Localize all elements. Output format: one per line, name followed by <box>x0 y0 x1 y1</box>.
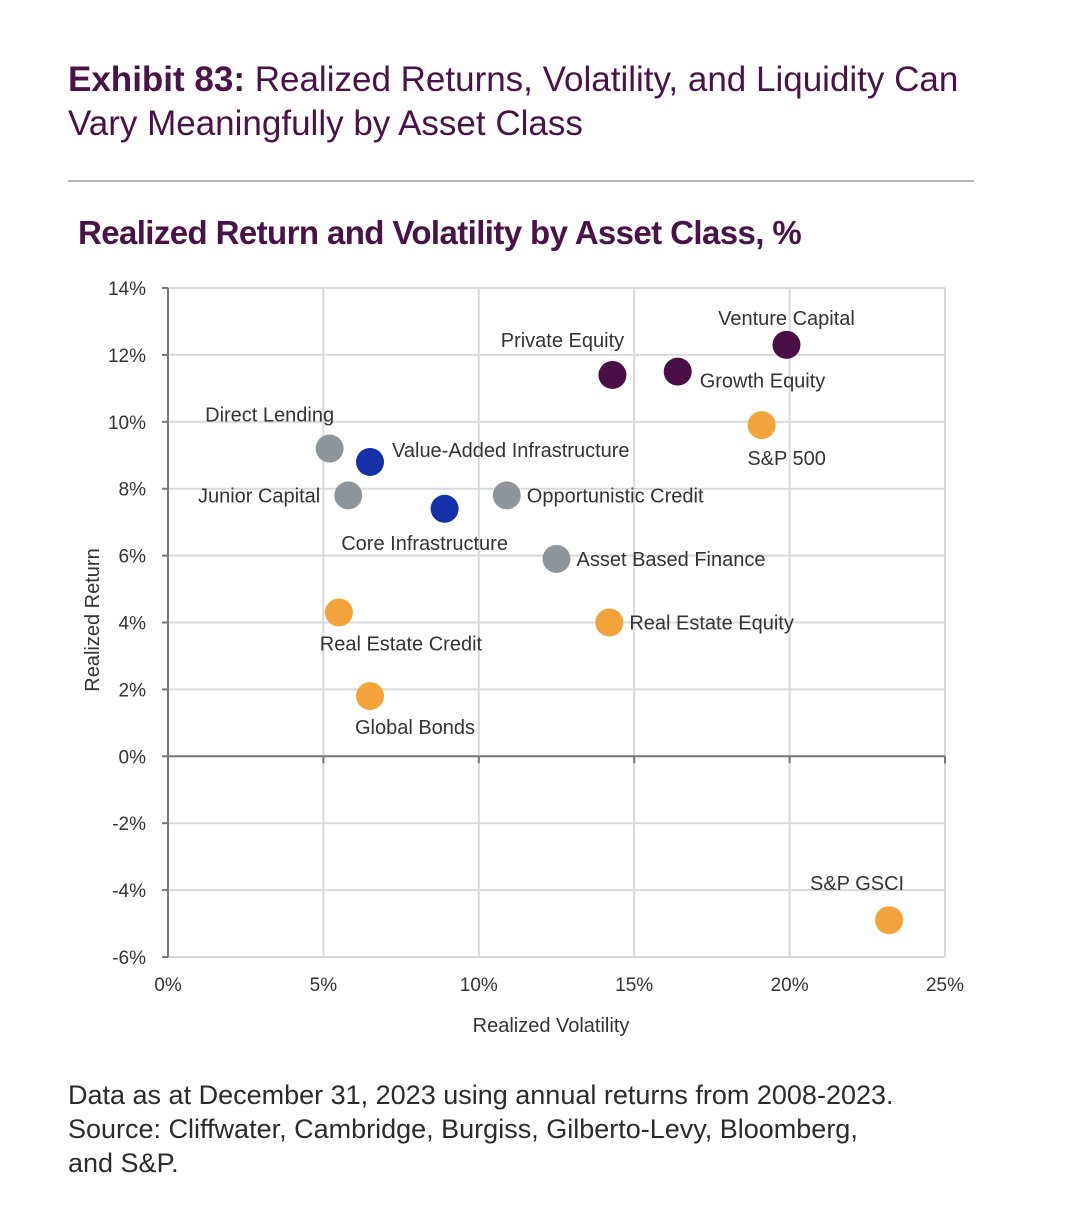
point-core-infrastructure <box>430 494 459 523</box>
divider <box>68 180 974 182</box>
point-asset-based-finance <box>542 544 571 573</box>
point-junior-capital <box>334 481 363 510</box>
point-private-equity <box>598 360 627 389</box>
label-opportunistic-credit: Opportunistic Credit <box>527 485 704 507</box>
label-core-infrastructure: Core Infrastructure <box>341 533 508 555</box>
x-tick-label: 15% <box>615 975 653 996</box>
label-growth-equity: Growth Equity <box>700 371 826 393</box>
axes: -6% -4% -2% 0% 2% 4% 6% 8% 10% 12% 14% 0% 5% 10% 15% 20… <box>108 279 964 996</box>
y-tick-label: -2% <box>112 814 146 835</box>
point-venture-capital <box>772 330 801 359</box>
y-tick-label: 4% <box>119 614 147 635</box>
y-tick-label: 10% <box>108 413 146 434</box>
exhibit-title-text: Realized Returns, Volatility, and Liquid… <box>68 60 959 143</box>
x-tick-label: 5% <box>310 975 338 996</box>
label-real-estate-equity: Real Estate Equity <box>629 613 794 635</box>
point-labels: Venture Capital Private Equity Growth Equi… <box>198 308 904 895</box>
point-direct-lending <box>315 434 344 463</box>
footnote: Data as at December 31, 2023 using annua… <box>68 1078 1018 1180</box>
y-tick-label: 2% <box>119 680 147 701</box>
y-tick-label: -6% <box>112 948 146 969</box>
label-sandp-gsci: S&P GSCI <box>810 873 904 895</box>
x-axis-title: Realized Volatility <box>473 1015 630 1037</box>
x-tick-label: 0% <box>154 975 182 996</box>
label-venture-capital: Venture Capital <box>718 308 855 330</box>
y-tick-label: 0% <box>119 747 147 768</box>
y-tick-label: 8% <box>119 480 147 501</box>
point-real-estate-credit <box>324 598 353 627</box>
label-direct-lending: Direct Lending <box>205 405 334 427</box>
grid <box>168 287 946 958</box>
y-tick-label: 6% <box>119 547 147 568</box>
point-sandp-500 <box>747 411 776 440</box>
point-sandp-gsci <box>875 906 904 935</box>
x-tick-label: 10% <box>460 975 498 996</box>
x-tick-label: 25% <box>926 975 964 996</box>
y-tick-label: 12% <box>108 346 146 367</box>
label-value-added-infrastructure: Value-Added Infrastructure <box>392 440 630 462</box>
exhibit-title: Exhibit 83: Realized Returns, Volatility… <box>68 58 1008 146</box>
point-global-bonds <box>356 682 385 711</box>
y-axis-title: Realized Return <box>82 548 104 691</box>
y-tick-label: 14% <box>108 279 146 300</box>
label-sandp-500: S&P 500 <box>747 448 826 470</box>
scatter-chart: -6% -4% -2% 0% 2% 4% 6% 8% 10% 12% 14% 0% 5% 10% 15% 20… <box>82 279 964 1037</box>
footnote-line-1: Data as at December 31, 2023 using annua… <box>68 1080 894 1110</box>
label-global-bonds: Global Bonds <box>355 717 475 739</box>
label-junior-capital: Junior Capital <box>198 485 320 507</box>
footnote-line-2: Source: Cliffwater, Cambridge, Burgiss, … <box>68 1114 858 1144</box>
point-real-estate-equity <box>595 608 624 637</box>
exhibit-label: Exhibit 83: <box>68 60 245 99</box>
chart-title: Realized Return and Volatility by Asset … <box>78 214 802 251</box>
label-asset-based-finance: Asset Based Finance <box>577 549 766 571</box>
point-opportunistic-credit <box>492 481 521 510</box>
label-private-equity: Private Equity <box>501 330 624 352</box>
label-real-estate-credit: Real Estate Credit <box>320 633 483 655</box>
x-tick-label: 20% <box>771 975 809 996</box>
footnote-line-3: and S&P. <box>68 1148 179 1178</box>
data-points <box>315 330 904 935</box>
point-growth-equity <box>663 357 692 386</box>
point-value-added-infrastructure <box>356 447 385 476</box>
y-tick-label: -4% <box>112 881 146 902</box>
